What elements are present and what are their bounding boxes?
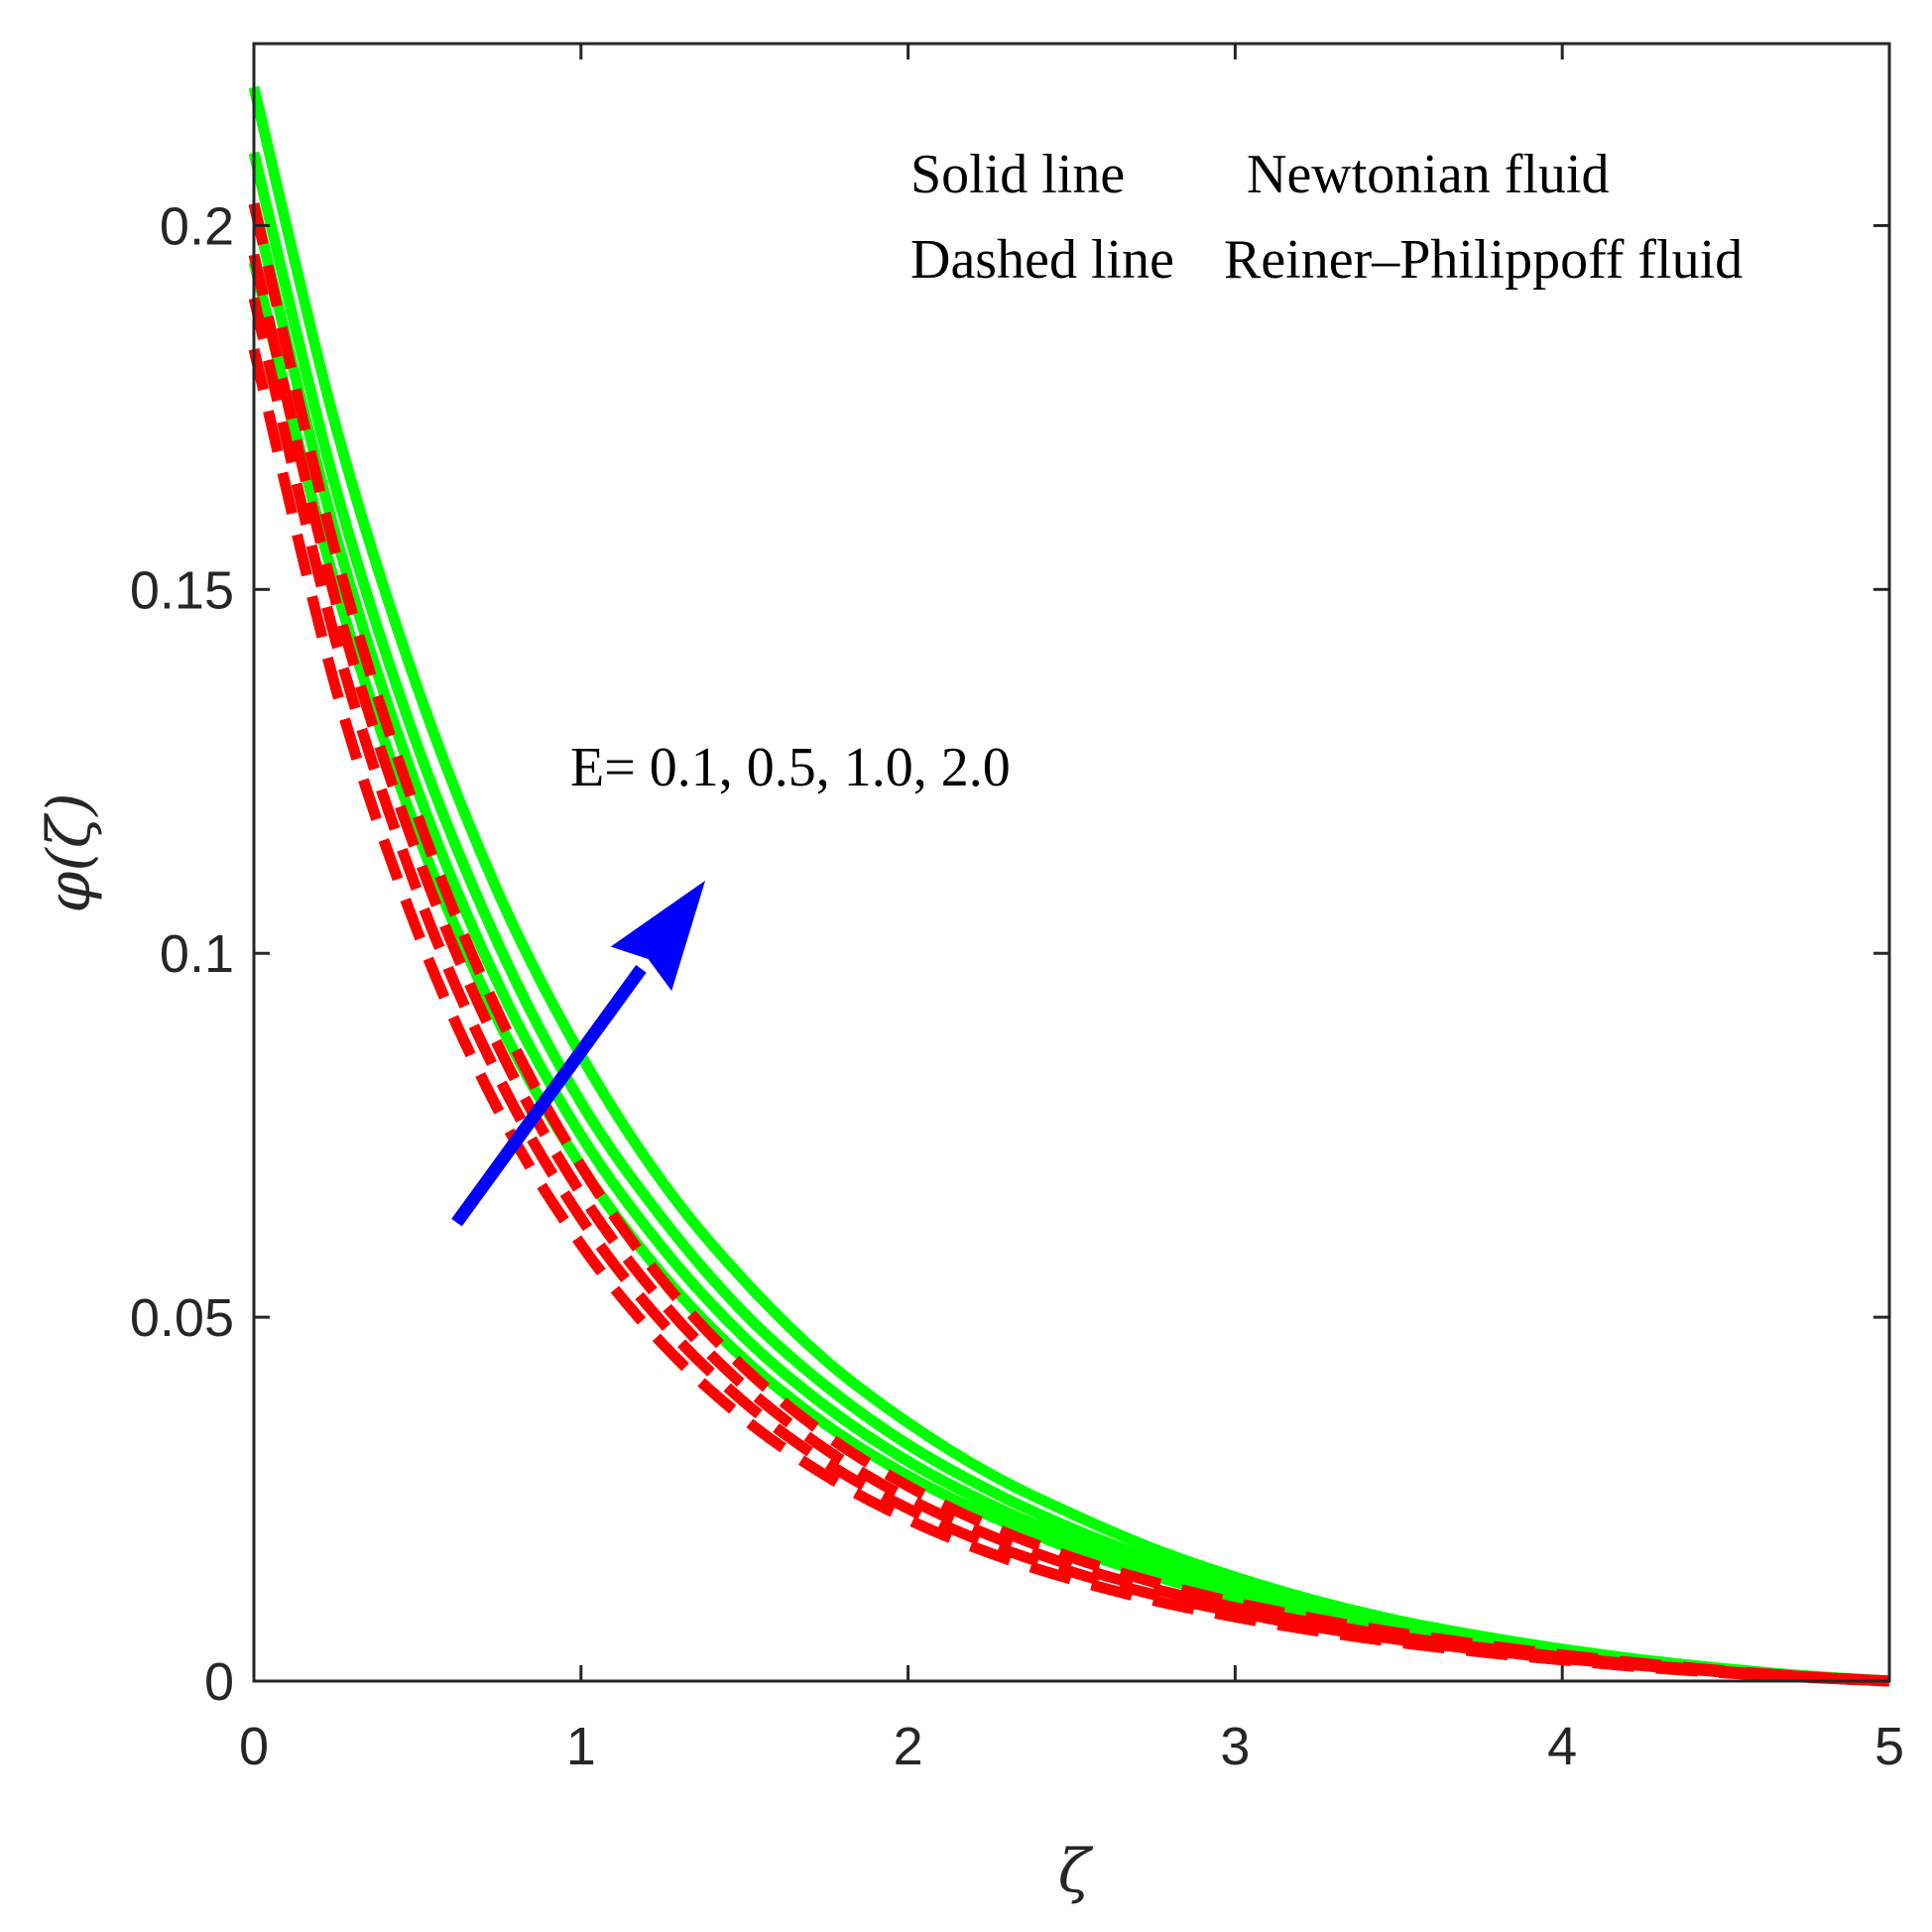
trend-arrow-shaft (451, 965, 647, 1227)
y-tick-label: 0.1 (160, 924, 234, 984)
axes-box (252, 42, 1891, 1683)
y-tick-label: 0.15 (130, 560, 234, 620)
x-axis-label: ζ (1058, 1837, 1094, 1906)
x-tick-label: 5 (1874, 1717, 1904, 1776)
x-tick-label: 4 (1547, 1717, 1577, 1776)
series-layer (248, 85, 1890, 1687)
x-tick-label: 3 (1220, 1717, 1250, 1776)
legend-dashed-style: Dashed line (910, 229, 1174, 291)
series-line-reiner-7 (248, 297, 1890, 1687)
trend-arrow (451, 880, 706, 1227)
x-tick-label: 2 (894, 1717, 923, 1776)
legend-solid-style: Solid line (910, 144, 1125, 205)
x-tick-label: 1 (566, 1717, 596, 1776)
y-tick-label: 0.2 (160, 196, 234, 256)
y-tick-label: 0.05 (130, 1288, 234, 1348)
y-tick-label: 0 (204, 1652, 234, 1712)
parameter-annotation: E= 0.1, 0.5, 1.0, 2.0 (570, 737, 1011, 798)
legend-dashed-desc: Reiner–Philippoff fluid (1224, 229, 1743, 291)
trend-arrow-head (610, 880, 706, 992)
ticks-layer: 0 1 2 3 4 5 0 0.05 0.1 0.15 0.2 (130, 44, 1904, 1776)
x-tick-label: 0 (239, 1717, 269, 1776)
series-line-reiner-8 (248, 347, 1890, 1687)
legend-solid-desc: Newtonian fluid (1247, 144, 1609, 205)
series-line-reiner-6 (248, 253, 1890, 1687)
y-axis-label: φ(ζ) (35, 792, 104, 912)
